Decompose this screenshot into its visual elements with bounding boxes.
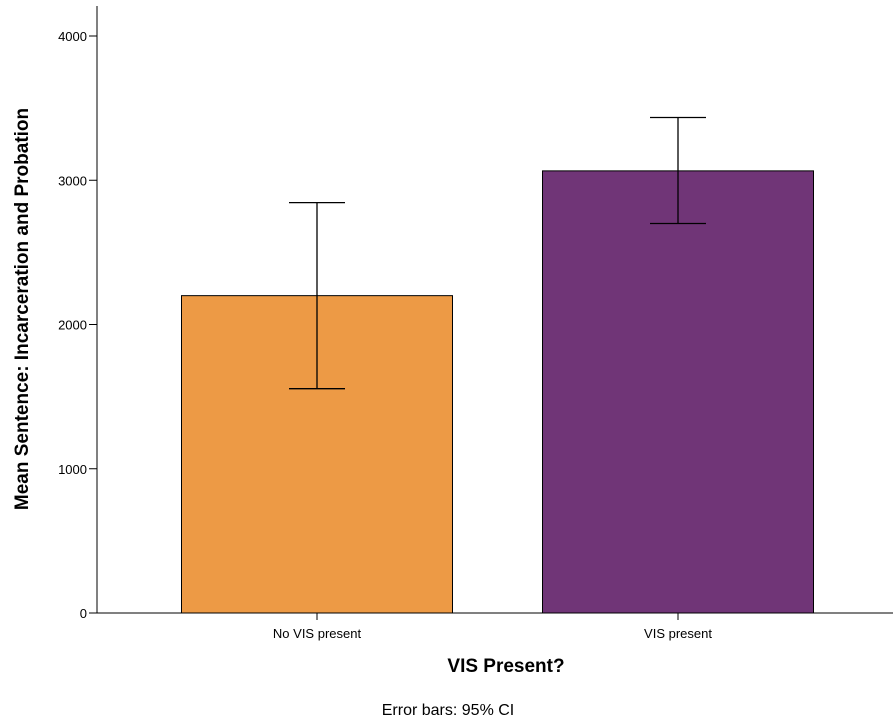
error-bar-vis-present <box>650 116 706 225</box>
y-ticks-layer: 0 1000 2000 3000 4000 <box>58 29 97 621</box>
y-tick-label: 3000 <box>58 173 87 188</box>
y-axis-title: Mean Sentence: Incarceration and Probati… <box>12 108 33 510</box>
x-tick-label: No VIS present <box>273 626 362 641</box>
x-tick-label: VIS present <box>644 626 712 641</box>
axes-layer <box>89 6 893 614</box>
error-bars-footnote: Error bars: 95% CI <box>382 702 514 719</box>
bar-vis-present <box>542 170 814 614</box>
bars-layer <box>181 170 814 614</box>
error-bar-no-vis-present <box>289 201 345 390</box>
y-tick-label: 1000 <box>58 462 87 477</box>
y-tick-label: 4000 <box>58 29 87 44</box>
x-axis-title: VIS Present? <box>447 656 564 677</box>
error-bars-layer <box>289 116 706 390</box>
y-tick-label: 2000 <box>58 318 87 333</box>
x-ticks-layer: No VIS present VIS present <box>273 613 712 641</box>
y-tick-label: 0 <box>80 606 87 621</box>
